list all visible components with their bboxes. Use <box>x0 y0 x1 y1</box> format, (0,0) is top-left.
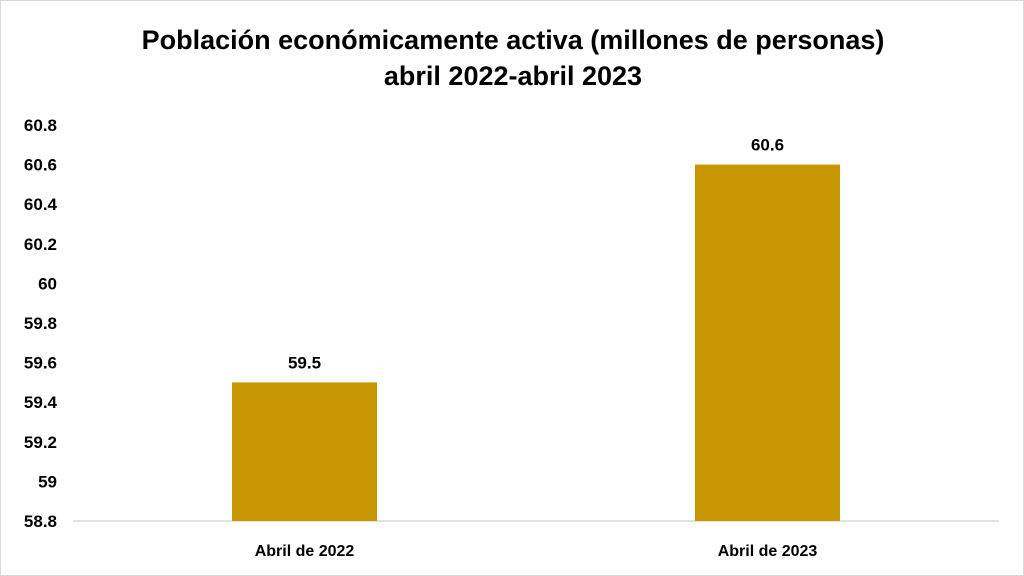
y-tick-label: 59.6 <box>24 354 57 373</box>
y-tick-label: 59.8 <box>24 314 57 333</box>
y-tick-label: 59.4 <box>24 393 58 412</box>
bar <box>695 164 840 521</box>
y-tick-label: 60.2 <box>24 235 57 254</box>
chart-title: Población económicamente activa (millone… <box>141 25 885 55</box>
x-tick-label: Abril de 2023 <box>718 543 818 560</box>
y-tick-label: 59 <box>38 472 57 491</box>
bar <box>232 382 377 521</box>
y-tick-label: 60 <box>38 274 57 293</box>
y-tick-label: 60.8 <box>24 116 57 135</box>
y-tick-label: 60.6 <box>24 156 57 175</box>
x-tick-label: Abril de 2022 <box>255 543 355 560</box>
y-tick-label: 59.2 <box>24 433 57 452</box>
y-tick-label: 60.4 <box>24 195 58 214</box>
data-label: 59.5 <box>288 353 321 372</box>
y-tick-label: 58.8 <box>24 512 57 531</box>
data-label: 60.6 <box>751 136 784 155</box>
chart-subtitle: abril 2022-abril 2023 <box>383 61 643 91</box>
